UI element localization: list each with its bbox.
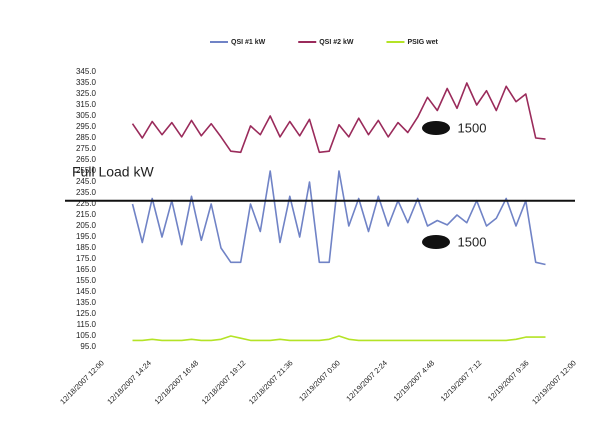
y-tick-label: 255.0 bbox=[76, 166, 97, 175]
redaction-blob bbox=[422, 121, 450, 135]
y-tick-label: 245.0 bbox=[76, 177, 97, 186]
legend-label: QSI #2 kW bbox=[319, 39, 354, 46]
y-tick-label: 215.0 bbox=[76, 210, 97, 219]
reference-label: Full Load kW bbox=[72, 163, 154, 179]
y-tick-label: 305.0 bbox=[76, 111, 97, 120]
y-tick-label: 105.0 bbox=[76, 331, 97, 340]
y-tick-label: 335.0 bbox=[76, 78, 97, 87]
y-tick-label: 205.0 bbox=[76, 221, 97, 230]
redaction-blob bbox=[422, 235, 450, 249]
y-tick-label: 345.0 bbox=[76, 67, 97, 76]
y-tick-label: 195.0 bbox=[76, 232, 97, 241]
legend-label: QSI #1 kW bbox=[231, 39, 266, 46]
y-tick-label: 265.0 bbox=[76, 155, 97, 164]
y-tick-label: 225.0 bbox=[76, 199, 97, 208]
y-tick-label: 135.0 bbox=[76, 298, 97, 307]
y-tick-label: 295.0 bbox=[76, 122, 97, 131]
y-tick-label: 325.0 bbox=[76, 89, 97, 98]
series-line bbox=[131, 82, 546, 154]
y-tick-label: 115.0 bbox=[77, 320, 97, 329]
y-tick-label: 315.0 bbox=[76, 100, 97, 109]
y-tick-label: 285.0 bbox=[76, 133, 97, 142]
y-tick-label: 185.0 bbox=[76, 243, 97, 252]
y-tick-label: 95.0 bbox=[80, 342, 96, 351]
y-tick-label: 165.0 bbox=[76, 265, 97, 274]
annotation: 1500 bbox=[458, 234, 487, 249]
legend-label: PSIG wet bbox=[407, 39, 438, 46]
y-tick-label: 145.0 bbox=[76, 287, 97, 296]
y-tick-label: 235.0 bbox=[76, 188, 97, 197]
y-tick-label: 125.0 bbox=[76, 309, 97, 318]
annotation: 1500 bbox=[458, 120, 487, 135]
y-tick-label: 175.0 bbox=[76, 254, 97, 263]
series-line bbox=[132, 335, 546, 342]
y-tick-label: 155.0 bbox=[76, 276, 97, 285]
y-tick-label: 275.0 bbox=[76, 144, 97, 153]
